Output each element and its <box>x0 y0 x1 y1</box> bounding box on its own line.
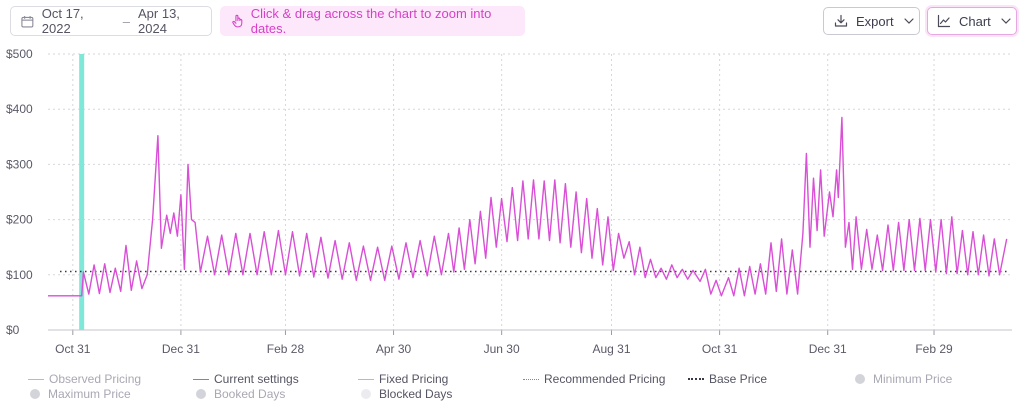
y-tick-label: $500 <box>6 47 33 61</box>
chart-type-button[interactable]: Chart <box>927 7 1017 35</box>
y-tick-label: $0 <box>6 323 20 337</box>
legend-item-minimum-price[interactable]: Minimum Price <box>855 372 952 386</box>
x-tick-label: Jun 30 <box>484 342 520 356</box>
y-tick-label: $400 <box>6 102 33 116</box>
x-tick-label: Dec 31 <box>162 342 200 356</box>
x-tick-label: Feb 29 <box>915 342 953 356</box>
legend-swatch <box>193 378 209 380</box>
legend-swatch <box>196 389 206 399</box>
x-tick-label: Dec 31 <box>809 342 847 356</box>
legend-swatch <box>30 389 40 399</box>
legend-label: Minimum Price <box>873 372 953 386</box>
legend-label: Base Price <box>709 372 768 386</box>
legend-item-maximum-price[interactable]: Maximum Price <box>30 387 131 401</box>
chevron-down-icon <box>1001 18 1011 24</box>
legend-item-observed-pricing[interactable]: Observed Pricing <box>28 372 141 386</box>
legend-label: Booked Days <box>214 387 286 401</box>
current-settings-line <box>48 116 1008 297</box>
download-icon <box>834 14 848 27</box>
pricing-chart[interactable]: $0 $100 $200 $300 $400 $500 Oct 31 Dec 31 Feb 28… <box>0 40 1024 368</box>
legend-swatch <box>361 389 371 399</box>
export-button[interactable]: Export <box>823 7 920 35</box>
legend-label: Recommended Pricing <box>544 372 666 386</box>
y-tick-label: $100 <box>6 268 33 282</box>
chart-legend: Observed Pricing Current settings Fixed … <box>0 368 1024 407</box>
x-tick-label: Aug 31 <box>592 342 630 356</box>
y-tick-label: $300 <box>6 157 33 171</box>
date-range-start: Oct 17, 2022 <box>41 6 84 36</box>
legend-item-current-settings[interactable]: Current settings <box>193 372 299 386</box>
chevron-down-icon <box>903 18 914 24</box>
date-range-picker[interactable]: Oct 17, 2022 – Apr 13, 2024 <box>10 6 212 36</box>
legend-swatch <box>358 378 374 380</box>
x-tick-label: Oct 31 <box>702 342 738 356</box>
zoom-hint-text: Click & drag across the chart to zoom in… <box>250 6 492 36</box>
date-range-end: Apr 13, 2024 <box>138 6 180 36</box>
legend-swatch <box>688 378 704 380</box>
legend-item-booked-days[interactable]: Booked Days <box>196 387 285 401</box>
zoom-hint-banner: Click & drag across the chart to zoom in… <box>220 6 525 36</box>
y-tick-label: $200 <box>6 213 33 227</box>
legend-label: Observed Pricing <box>49 372 142 386</box>
date-range-separator: – <box>122 13 130 29</box>
legend-label: Maximum Price <box>48 387 131 401</box>
legend-swatch <box>855 374 865 384</box>
legend-item-fixed-pricing[interactable]: Fixed Pricing <box>358 372 448 386</box>
pointer-hand-icon <box>232 14 243 28</box>
legend-swatch <box>28 378 44 380</box>
line-chart-icon <box>937 14 951 28</box>
x-tick-label: Apr 30 <box>376 342 412 356</box>
chart-type-label: Chart <box>959 13 991 29</box>
legend-label: Fixed Pricing <box>379 372 449 386</box>
legend-swatch <box>523 378 539 380</box>
x-tick-label: Oct 31 <box>55 342 91 356</box>
today-highlight-band <box>79 54 85 330</box>
legend-label: Current settings <box>214 372 299 386</box>
calendar-icon <box>21 15 34 28</box>
x-tick-label: Feb 28 <box>267 342 305 356</box>
legend-item-recommended-pricing[interactable]: Recommended Pricing <box>523 372 665 386</box>
legend-item-base-price[interactable]: Base Price <box>688 372 767 386</box>
export-label: Export <box>856 13 894 29</box>
legend-item-blocked-days[interactable]: Blocked Days <box>361 387 452 401</box>
toolbar: Oct 17, 2022 – Apr 13, 2024 Click & drag… <box>0 0 1024 44</box>
legend-label: Blocked Days <box>379 387 453 401</box>
